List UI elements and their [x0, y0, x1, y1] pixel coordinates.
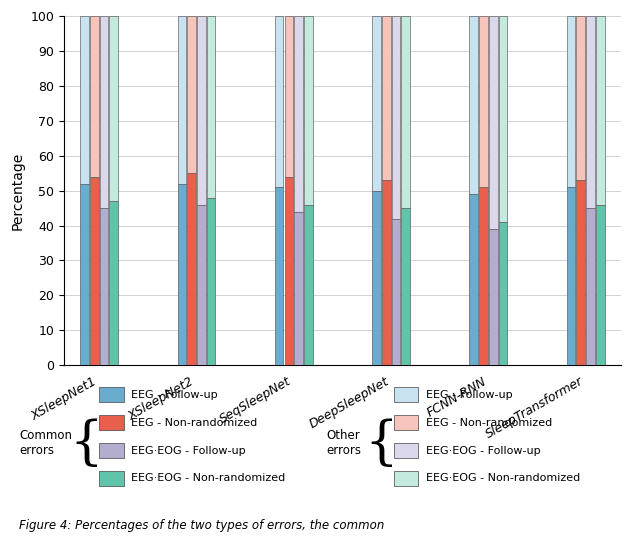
Bar — [177, 184, 186, 365]
Bar — [80, 184, 89, 365]
Bar — [586, 16, 595, 208]
Bar — [80, 16, 89, 184]
Bar — [586, 208, 595, 365]
Bar — [577, 180, 585, 365]
Bar — [207, 198, 216, 365]
Bar — [109, 201, 118, 365]
Bar — [567, 16, 575, 187]
Y-axis label: Percentage: Percentage — [11, 151, 25, 230]
Bar — [567, 187, 575, 365]
Bar — [294, 16, 303, 212]
Bar — [499, 16, 508, 222]
Bar — [294, 212, 303, 365]
Bar — [275, 187, 284, 365]
Bar — [188, 16, 196, 173]
Bar — [109, 16, 118, 201]
Bar — [275, 16, 284, 187]
Bar — [489, 229, 497, 365]
Bar — [304, 16, 313, 205]
Bar — [100, 208, 108, 365]
Bar — [372, 191, 381, 365]
Text: Common
errors: Common errors — [19, 429, 72, 457]
Bar — [90, 177, 99, 365]
Bar — [469, 194, 478, 365]
Bar — [90, 16, 99, 177]
Bar — [207, 16, 216, 198]
Text: {: { — [70, 418, 103, 468]
Bar — [596, 205, 605, 365]
Bar — [469, 16, 478, 194]
Bar — [304, 205, 313, 365]
Bar — [401, 16, 410, 208]
Bar — [596, 16, 605, 205]
Bar — [499, 222, 508, 365]
Bar — [392, 16, 400, 219]
Bar — [382, 180, 390, 365]
Bar — [285, 177, 293, 365]
Bar — [177, 16, 186, 184]
Text: {: { — [364, 418, 397, 468]
Bar — [188, 173, 196, 365]
Bar — [372, 16, 381, 191]
Text: EEG·EOG - Follow-up: EEG·EOG - Follow-up — [131, 446, 246, 455]
Bar — [401, 208, 410, 365]
Text: EEG - Follow-up: EEG - Follow-up — [426, 390, 512, 400]
Bar — [577, 16, 585, 180]
Bar — [285, 16, 293, 177]
Bar — [392, 219, 400, 365]
Bar — [489, 16, 497, 229]
Bar — [100, 16, 108, 208]
Text: EEG - Non-randomized: EEG - Non-randomized — [426, 418, 552, 427]
Text: EEG·EOG - Follow-up: EEG·EOG - Follow-up — [426, 446, 540, 455]
Bar — [382, 16, 390, 180]
Text: EEG - Non-randomized: EEG - Non-randomized — [131, 418, 257, 427]
Bar — [197, 205, 205, 365]
Text: Other
errors: Other errors — [326, 429, 362, 457]
Text: Figure 4: Percentages of the two types of errors, the common: Figure 4: Percentages of the two types o… — [19, 519, 385, 532]
Bar — [197, 16, 205, 205]
Text: EEG·EOG - Non-randomized: EEG·EOG - Non-randomized — [131, 474, 285, 483]
Bar — [479, 187, 488, 365]
Text: EEG - Follow-up: EEG - Follow-up — [131, 390, 218, 400]
Bar — [479, 16, 488, 187]
Text: EEG·EOG - Non-randomized: EEG·EOG - Non-randomized — [426, 474, 580, 483]
